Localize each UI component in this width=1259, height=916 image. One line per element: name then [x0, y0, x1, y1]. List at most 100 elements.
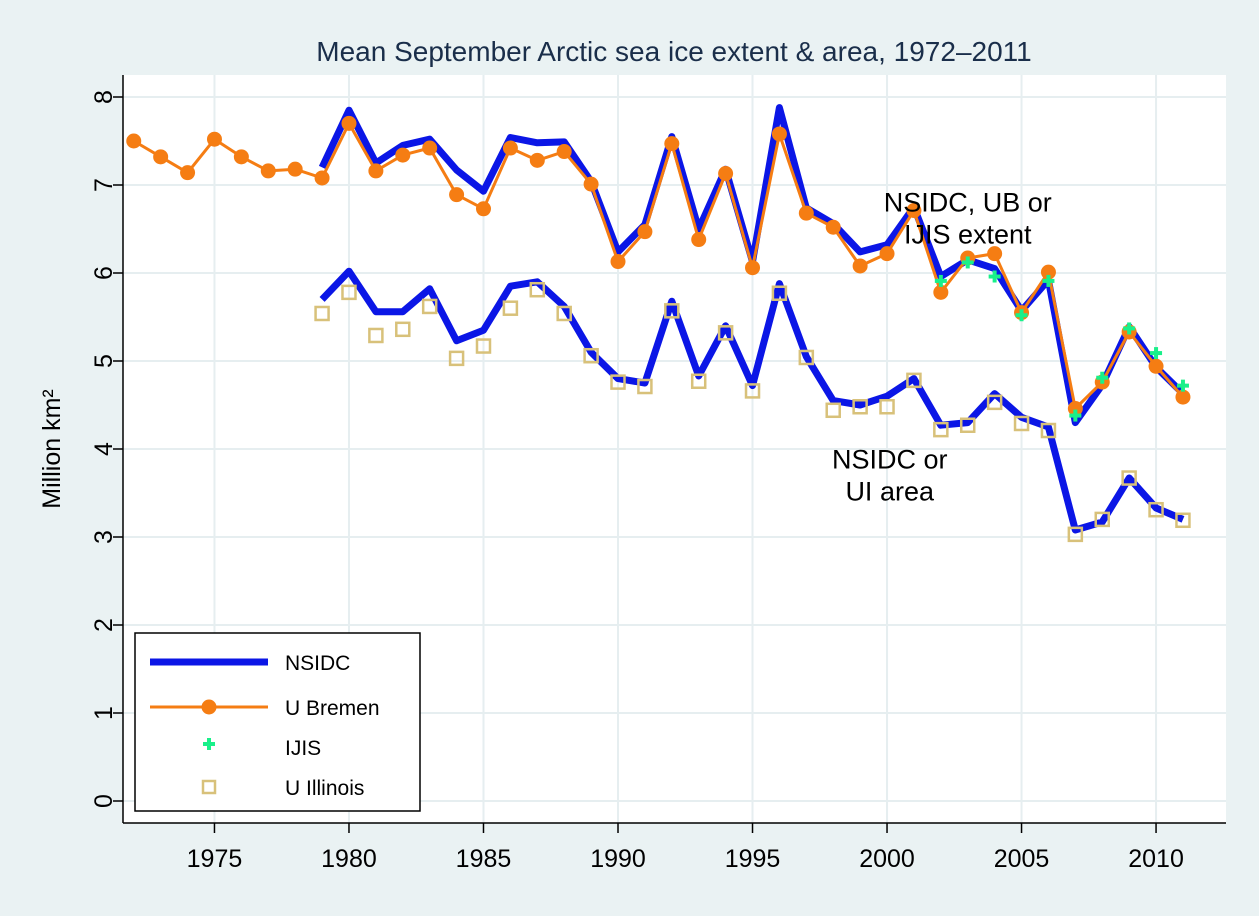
point-ijis-2005 — [1015, 309, 1028, 322]
point-u-illinois-2001 — [906, 372, 922, 389]
x-tick-label-2005: 2005 — [994, 845, 1050, 873]
point-u-bremen-1974 — [180, 165, 196, 181]
point-u-bremen-1982 — [395, 147, 411, 163]
point-u-illinois-2008 — [1094, 511, 1110, 528]
legend-label-ubremen: U Bremen — [285, 697, 380, 720]
point-ijis-2009 — [1123, 322, 1136, 335]
x-tick-label-1980: 1980 — [321, 845, 377, 873]
y-axis-label: Million km² — [38, 389, 66, 508]
point-u-illinois-1995 — [744, 383, 761, 399]
y-tick-label-3: 3 — [90, 530, 118, 544]
legend-label-nsidc: NSIDC — [285, 652, 350, 675]
point-u-illinois-1984 — [448, 350, 465, 367]
point-u-bremen-1997 — [798, 205, 814, 221]
point-u-illinois-1983 — [421, 298, 438, 315]
point-u-illinois-1981 — [368, 327, 384, 344]
point-u-bremen-1993 — [691, 232, 707, 248]
annotation-1-line-1: UI area — [845, 476, 935, 506]
point-u-illinois-1999 — [852, 399, 868, 415]
chart-title: Mean September Arctic sea ice extent & a… — [316, 36, 1031, 67]
point-u-bremen-1989 — [583, 176, 599, 192]
point-u-bremen-1977 — [260, 163, 276, 179]
point-u-bremen-1975 — [206, 131, 222, 147]
point-u-bremen-1978 — [287, 161, 303, 177]
point-u-illinois-1998 — [825, 402, 841, 419]
y-tick-label-1: 1 — [90, 706, 118, 720]
legend-label-ijis: IJIS — [285, 737, 321, 760]
point-u-illinois-2004 — [986, 394, 1003, 411]
point-u-bremen-1981 — [368, 163, 384, 179]
point-u-bremen-1988 — [556, 144, 572, 160]
point-u-illinois-1979 — [314, 305, 330, 322]
point-ijis-2004 — [988, 270, 1001, 283]
point-ijis-2011 — [1176, 379, 1189, 392]
point-u-illinois-2002 — [933, 421, 949, 438]
point-u-bremen-1994 — [718, 166, 734, 182]
y-tick-label-8: 8 — [90, 90, 118, 104]
point-u-illinois-2011 — [1175, 512, 1191, 529]
point-u-illinois-2005 — [1013, 415, 1030, 432]
point-u-bremen-2006 — [1040, 264, 1056, 280]
point-u-bremen-1972 — [126, 133, 142, 149]
point-u-bremen-2002 — [933, 284, 949, 300]
series-layer — [126, 104, 1191, 543]
point-u-bremen-1983 — [422, 140, 438, 156]
y-tick-label-7: 7 — [90, 178, 118, 192]
point-u-bremen-2007 — [1067, 401, 1083, 417]
point-u-illinois-1989 — [583, 347, 599, 364]
point-u-bremen-1998 — [825, 219, 841, 235]
point-u-bremen-1996 — [771, 126, 787, 142]
legend-label-uillinois: U Illinois — [285, 777, 364, 800]
point-u-illinois-2007 — [1067, 526, 1084, 543]
x-tick-label-2000: 2000 — [859, 845, 915, 873]
point-u-bremen-1980 — [341, 115, 357, 131]
point-u-bremen-1991 — [637, 224, 653, 240]
point-u-bremen-1985 — [475, 201, 491, 217]
point-ijis-2010 — [1150, 347, 1163, 360]
point-u-bremen-2011 — [1175, 389, 1191, 405]
legend: NSIDC U Bremen IJIS U Illinois — [134, 632, 421, 812]
point-ijis-2003 — [961, 256, 974, 269]
x-tick-label-2010: 2010 — [1128, 845, 1184, 873]
x-tick-label-1985: 1985 — [456, 845, 512, 873]
y-tick-label-4: 4 — [90, 442, 118, 456]
point-u-bremen-1992 — [664, 136, 680, 152]
x-tick-label-1995: 1995 — [725, 845, 781, 873]
x-tick-label-1975: 1975 — [187, 845, 243, 873]
point-u-bremen-1986 — [502, 140, 518, 156]
point-u-illinois-1992 — [664, 303, 680, 319]
point-u-bremen-2001 — [906, 203, 922, 219]
y-tick-label-0: 0 — [90, 794, 118, 808]
point-u-illinois-1987 — [529, 281, 546, 298]
point-u-bremen-1987 — [529, 152, 545, 168]
x-tick-label-1990: 1990 — [590, 845, 646, 873]
y-tick-label-2: 2 — [90, 618, 118, 632]
point-u-illinois-2009 — [1121, 470, 1137, 486]
point-u-illinois-1986 — [502, 300, 519, 316]
point-ijis-2006 — [1042, 274, 1055, 287]
point-u-illinois-1996 — [771, 285, 788, 301]
point-u-illinois-1994 — [717, 325, 734, 341]
legend-swatch-ijis — [203, 738, 215, 750]
point-u-illinois-2003 — [959, 417, 976, 433]
legend-swatch-uillinois — [201, 779, 217, 795]
point-u-bremen-1984 — [449, 187, 465, 203]
point-u-illinois-1982 — [395, 321, 411, 338]
annotation-1-line-0: NSIDC or — [832, 444, 948, 474]
legend-swatch-ubremen-dot — [201, 699, 217, 715]
y-tick-label-5: 5 — [90, 354, 118, 368]
point-u-illinois-1991 — [637, 378, 653, 395]
annotation-0-line-1: IJIS extent — [904, 219, 1032, 249]
y-tick-label-6: 6 — [90, 266, 118, 280]
point-u-illinois-1997 — [798, 349, 815, 366]
point-ijis-2008 — [1096, 371, 1109, 384]
point-u-bremen-2004 — [987, 246, 1003, 262]
annotation-0-line-0: NSIDC, UB or — [884, 187, 1052, 217]
point-ijis-2007 — [1069, 409, 1082, 422]
point-u-illinois-2010 — [1148, 501, 1164, 518]
point-u-illinois-1993 — [690, 373, 707, 389]
series-line-u-bremen — [133, 121, 1185, 410]
point-ijis-2002 — [934, 274, 947, 287]
